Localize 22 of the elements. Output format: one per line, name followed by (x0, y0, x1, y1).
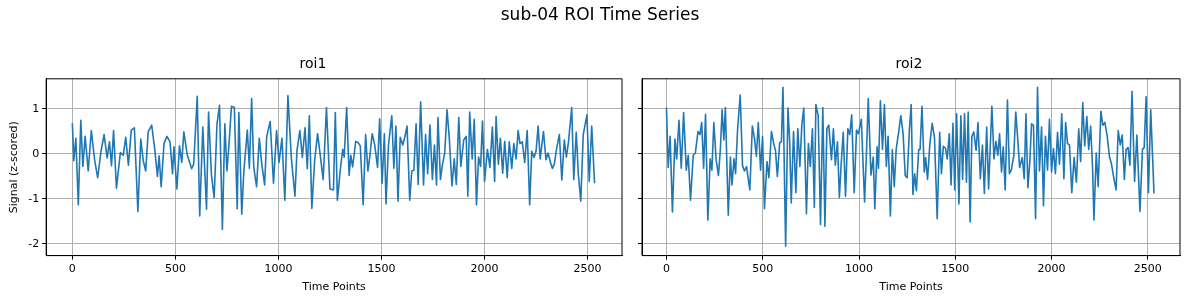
x-tick-label: 1000 (264, 262, 293, 276)
x-tick-label: 2000 (1037, 262, 1066, 276)
x-tick-label: 0 (662, 262, 670, 276)
text: sub-04 ROI Time Series (499, 4, 701, 24)
x-tick-label: 1500 (367, 262, 396, 276)
x-axis-title: Time Points (301, 280, 367, 294)
x-axis-title: Time Points (878, 280, 943, 294)
x-tick-label: 2500 (1133, 262, 1162, 276)
x-tick-label: 500 (164, 262, 186, 276)
y-tick-label: 0 (32, 146, 40, 160)
x-tick-label: 0 (68, 262, 76, 276)
x-tick-label: 1500 (941, 262, 970, 276)
y-axis-title: Signal (z-scored) (7, 121, 21, 214)
chart-title: roi2 (895, 55, 923, 72)
y-tick-label: -2 (28, 236, 40, 250)
y-tick-label: -1 (28, 191, 40, 205)
chart-title: roi1 (299, 55, 327, 72)
x-tick-label: 1000 (845, 262, 874, 276)
x-tick-label: 2500 (573, 262, 602, 276)
y-tick-label: 1 (32, 101, 40, 115)
x-tick-label: 2000 (470, 262, 499, 276)
x-tick-label: 500 (752, 262, 774, 276)
